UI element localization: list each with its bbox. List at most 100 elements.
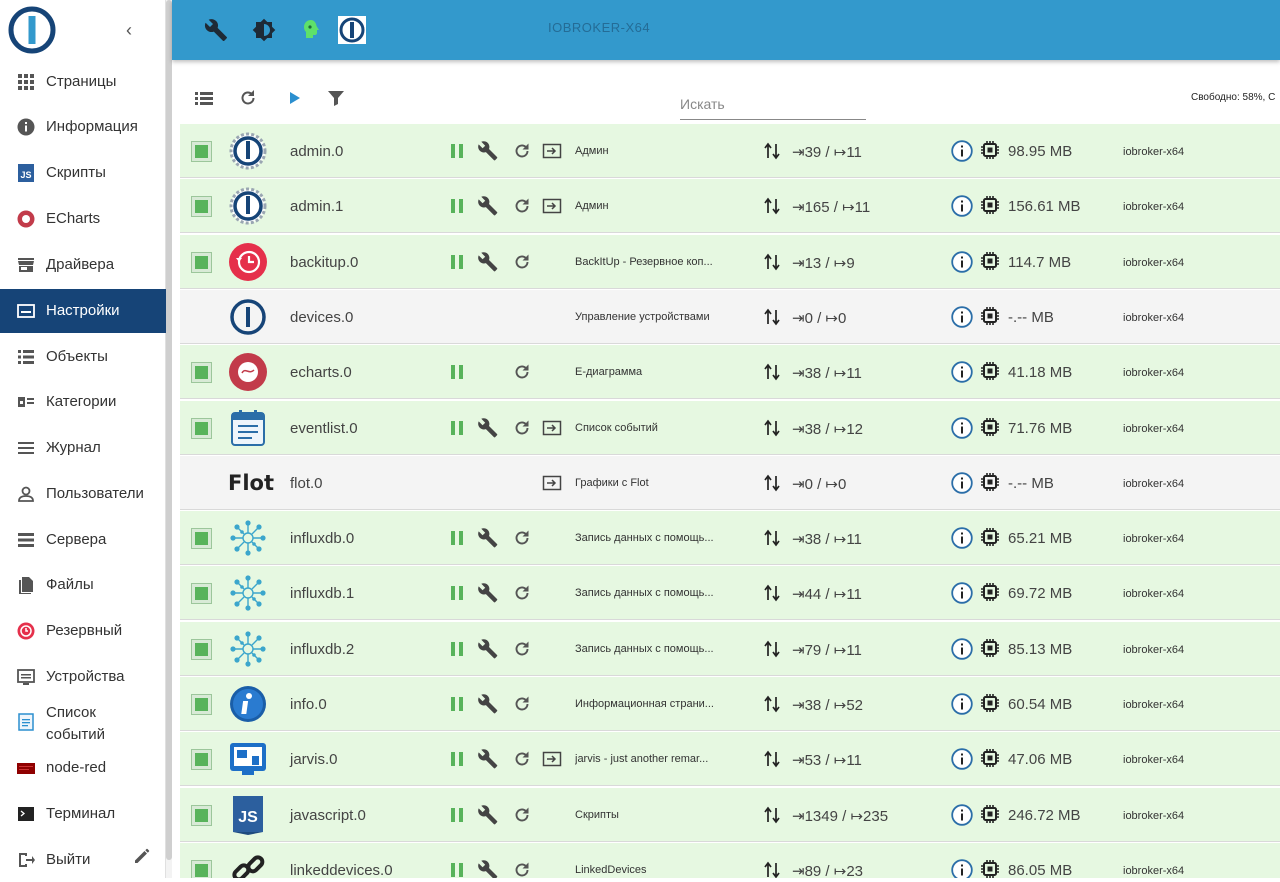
pause-icon[interactable] [447,141,467,161]
enable-checkbox[interactable] [191,141,212,162]
open-link-icon[interactable] [542,196,562,216]
pause-icon[interactable] [447,749,467,769]
settings-icon[interactable] [478,141,498,161]
table-row[interactable]: eventlist.0 Список событий ⇥38 / ↦12 71.76 … [180,400,1280,455]
restart-icon[interactable] [512,141,532,161]
settings-icon[interactable] [478,694,498,714]
sidebar-item-echarts[interactable]: ECharts [0,197,166,241]
info-icon[interactable] [951,306,973,328]
pause-icon[interactable] [447,252,467,272]
info-icon[interactable] [951,637,973,660]
info-icon[interactable] [951,582,973,605]
enable-checkbox[interactable] [191,694,212,715]
table-row[interactable]: backitup.0 BackItUp - Резервное коп... ⇥13… [180,234,1280,289]
info-icon[interactable] [951,859,973,878]
sidebar-item-apps-grid[interactable]: Страницы [0,60,166,104]
settings-icon[interactable] [478,528,498,548]
restart-icon[interactable] [512,860,532,878]
info-icon[interactable] [951,416,973,439]
table-row[interactable]: JS javascript.0 Скрипты ⇥1349 / ↦235 246.72 … [180,787,1280,842]
filter-icon[interactable] [326,88,346,108]
settings-icon[interactable] [478,860,498,878]
table-row[interactable]: linkeddevices.0 LinkedDevices ⇥89 / ↦23 86.… [180,842,1280,878]
sidebar-scrollbar[interactable] [166,0,172,878]
table-row[interactable]: influxdb.2 Запись данных с помощь... ⇥79 /… [180,621,1280,676]
enable-checkbox[interactable] [191,528,212,550]
restart-icon[interactable] [512,694,532,714]
sidebar-item-js[interactable]: JS Скрипты [0,151,166,195]
sidebar-item-instances[interactable]: Настройки [0,289,166,333]
info-icon[interactable] [951,250,973,273]
sidebar-item-backup[interactable]: Резервный [0,609,166,653]
settings-icon[interactable] [478,583,498,603]
theme-icon[interactable] [252,18,276,42]
pause-icon[interactable] [447,528,467,548]
info-icon[interactable] [951,195,973,217]
info-icon[interactable] [951,748,973,770]
enable-checkbox[interactable] [191,638,212,660]
restart-icon[interactable] [512,418,532,438]
search-input[interactable]: Искать [680,94,866,120]
table-row[interactable]: influxdb.0 Запись данных с помощь... ⇥38 /… [180,511,1280,566]
sidebar-item-store[interactable]: Драйвера [0,243,166,287]
sidebar-item-user[interactable]: Пользователи [0,472,166,516]
table-row[interactable]: admin.1 Админ ⇥165 / ↦11 156.61 MB iobroker-… [180,179,1280,234]
pause-icon[interactable] [447,418,467,438]
restart-icon[interactable] [512,805,532,825]
pause-icon[interactable] [447,860,467,878]
sidebar-item-devices[interactable]: Устройства [0,655,166,699]
settings-icon[interactable] [478,417,498,438]
table-row[interactable]: devices.0 Управление устройствами ⇥0 / ↦0 -… [180,289,1280,344]
settings-icon[interactable] [478,251,498,272]
table-row[interactable]: admin.0 Админ ⇥39 / ↦11 98.95 MB iobroker-x6… [180,124,1280,178]
enable-checkbox[interactable] [191,417,212,439]
pause-icon[interactable] [447,583,467,603]
pause-icon[interactable] [447,639,467,659]
settings-icon[interactable] [478,638,498,659]
play-icon[interactable] [284,88,304,108]
settings-icon[interactable] [478,196,498,216]
restart-icon[interactable] [512,528,532,548]
sidebar-item-terminal[interactable]: Терминал [0,792,166,836]
enable-checkbox[interactable] [191,196,212,218]
pencil-icon[interactable] [132,846,154,868]
pause-icon[interactable] [447,196,467,216]
iobroker-logo-icon[interactable] [8,6,56,54]
sidebar-item-log[interactable]: Журнал [0,426,166,470]
sidebar-item-node-red[interactable]: node-red [0,746,166,790]
settings-icon[interactable] [478,804,498,825]
table-row[interactable]: Flot flot.0 Графики с Flot ⇥0 / ↦0 -.-- MB io… [180,455,1280,510]
wrench-icon[interactable] [204,18,228,42]
restart-icon[interactable] [512,749,532,769]
restart-icon[interactable] [512,583,532,603]
settings-icon[interactable] [478,749,498,769]
expert-mode-icon[interactable] [298,18,322,42]
enable-checkbox[interactable] [191,749,212,771]
open-link-icon[interactable] [542,473,562,493]
enable-checkbox[interactable] [191,251,212,273]
sidebar-item-info[interactable]: Информация [0,105,166,149]
info-icon[interactable] [951,527,973,549]
info-icon[interactable] [951,472,973,494]
restart-icon[interactable] [512,252,532,272]
info-icon[interactable] [951,803,973,826]
sidebar-item-eventlist[interactable]: Список событий [0,700,166,744]
pause-icon[interactable] [447,694,467,714]
restart-icon[interactable] [512,639,532,659]
info-icon[interactable] [951,361,973,383]
info-icon[interactable] [951,140,973,162]
restart-icon[interactable] [512,196,532,216]
sidebar-item-logout[interactable]: Выйти [0,838,166,882]
pause-icon[interactable] [447,805,467,825]
table-row[interactable]: echarts.0 E-диаграмма ⇥38 / ↦11 41.18 MB iob… [180,345,1280,400]
chevron-left-icon[interactable]: ‹ [126,20,132,40]
open-link-icon[interactable] [542,418,562,438]
sidebar-item-hosts[interactable]: Сервера [0,518,166,562]
host-logo-icon[interactable] [338,16,366,44]
sidebar-item-files[interactable]: Файлы [0,563,166,607]
enable-checkbox[interactable] [191,583,212,605]
refresh-icon[interactable] [238,88,258,108]
restart-icon[interactable] [512,362,532,382]
open-link-icon[interactable] [542,749,562,769]
enable-checkbox[interactable] [191,804,212,826]
